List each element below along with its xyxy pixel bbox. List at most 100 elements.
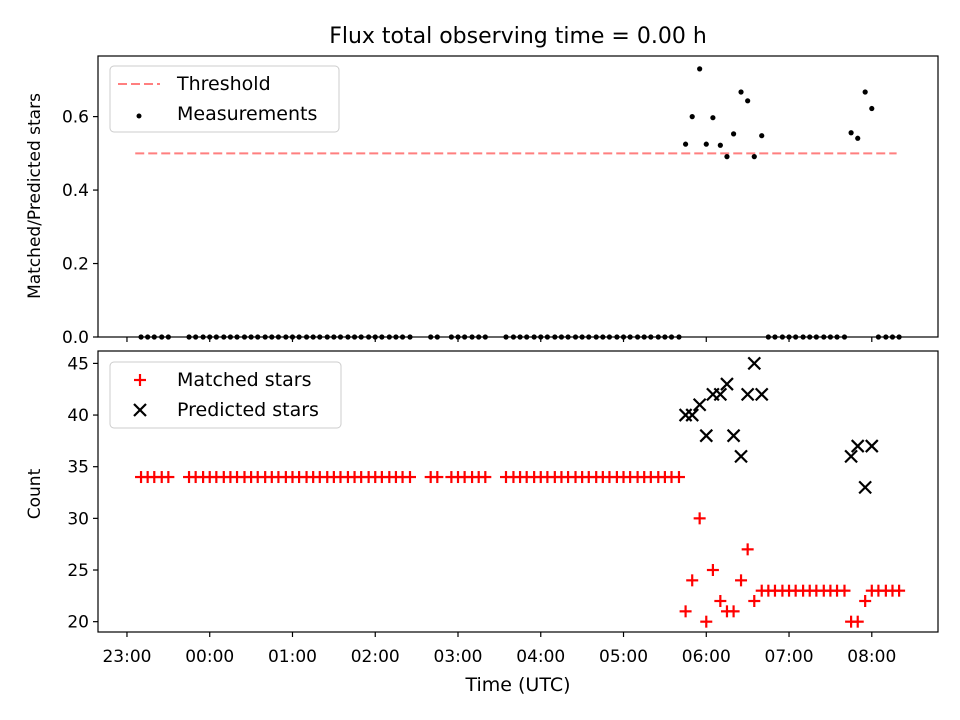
bottom-y-tick-label: 35	[67, 458, 89, 478]
measurement-point	[655, 334, 661, 340]
matched-star-point	[741, 543, 754, 556]
measurement-point	[165, 334, 171, 340]
bottom-y-tick-label: 30	[67, 509, 89, 529]
measurement-point	[538, 334, 544, 340]
predicted-star-point	[699, 428, 714, 443]
matched-stars-points	[135, 471, 906, 628]
measurement-point	[248, 334, 254, 340]
top-y-tick-label: 0.6	[62, 108, 89, 128]
measurement-point	[689, 114, 695, 120]
measurement-point	[620, 334, 627, 340]
matched-star-point	[838, 584, 851, 597]
matched-star-point	[727, 605, 740, 618]
legend-matched-label: Matched stars	[177, 369, 311, 391]
matched-star-point	[431, 471, 444, 484]
measurement-point	[255, 334, 261, 340]
bottom-y-axis-label: Count	[25, 468, 45, 519]
measurement-point	[151, 334, 157, 340]
measurement-point	[262, 334, 268, 340]
measurement-point	[544, 334, 550, 340]
matched-star-point	[748, 595, 761, 608]
legend-predicted-label: Predicted stars	[177, 399, 319, 421]
measurement-point	[476, 334, 482, 340]
bottom-legend: Matched stars Predicted stars	[109, 361, 342, 429]
measurement-point	[703, 141, 709, 147]
predicted-star-point	[713, 387, 728, 402]
measurement-point	[834, 334, 840, 340]
bottom-y-tick-label: 45	[67, 354, 89, 374]
matched-star-point	[735, 574, 748, 587]
legend-threshold-label: Threshold	[176, 73, 271, 95]
bottom-panel-frame	[97, 350, 939, 633]
measurement-point	[765, 334, 771, 340]
measurement-point	[730, 131, 737, 137]
bottom-panel: 20 25 30 35 40 45 23:00 00:00 01:00 02:00 03:00 04…	[25, 350, 939, 696]
measurement-point	[627, 334, 633, 340]
bottom-y-tick-label: 20	[67, 613, 89, 633]
measurement-point	[469, 334, 475, 340]
measurement-point	[399, 334, 406, 340]
predicted-star-point	[734, 449, 748, 464]
measurement-point	[807, 334, 813, 340]
predicted-star-point	[692, 397, 707, 412]
measurement-point	[221, 334, 227, 340]
measurement-point	[482, 334, 488, 340]
measurement-point	[234, 334, 240, 340]
measurement-point	[745, 98, 751, 104]
matched-star-point	[404, 471, 416, 484]
measurement-point	[634, 334, 641, 340]
measurement-point	[324, 334, 330, 340]
predicted-star-point	[754, 387, 769, 402]
measurement-point	[393, 334, 399, 340]
matched-star-point	[706, 564, 719, 577]
x-axis-label: Time (UTC)	[464, 674, 570, 696]
measurement-point	[862, 89, 868, 95]
matched-star-point	[672, 471, 685, 484]
legend-predicted-swatch	[133, 403, 147, 417]
measurement-point	[283, 334, 289, 340]
top-legend-box	[109, 65, 340, 133]
measurement-point	[717, 142, 723, 148]
measurement-point	[869, 105, 875, 112]
matched-star-point	[714, 595, 727, 608]
top-y-tick-label: 0.0	[62, 328, 89, 348]
predicted-star-point	[844, 449, 858, 464]
measurement-point	[724, 154, 730, 160]
measurement-point	[668, 334, 675, 340]
x-tick-label: 07:00	[765, 647, 814, 667]
measurement-point	[510, 334, 517, 340]
measurement-point	[606, 334, 613, 340]
measurement-point	[296, 334, 302, 340]
measurement-point	[345, 334, 351, 340]
matched-star-point	[893, 584, 906, 597]
predicted-star-point	[858, 480, 872, 495]
x-tick-label: 06:00	[682, 647, 731, 667]
measurement-point	[579, 334, 585, 340]
matched-star-point	[700, 615, 713, 628]
measurement-point	[241, 334, 248, 340]
measurement-point	[289, 334, 296, 340]
measurement-point	[379, 334, 385, 340]
measurement-point	[641, 334, 647, 340]
x-tick-label: 08:00	[847, 647, 896, 667]
predicted-star-point	[747, 356, 762, 371]
measurement-point	[662, 334, 668, 340]
measurement-point	[565, 334, 571, 340]
bottom-y-tick-label: 25	[67, 561, 89, 581]
measurement-point	[462, 334, 468, 340]
measurement-point	[821, 334, 827, 340]
measurement-point	[434, 334, 440, 340]
top-y-axis: 0.0 0.2 0.4 0.6	[62, 108, 98, 348]
measurement-point	[524, 334, 530, 340]
top-y-tick-label: 0.2	[62, 255, 89, 275]
predicted-star-point	[726, 428, 741, 443]
measurement-point	[558, 334, 565, 340]
measurement-point	[772, 334, 778, 340]
predicted-star-point	[740, 387, 755, 402]
legend-measurements-label: Measurements	[177, 103, 317, 125]
measurement-point	[351, 334, 358, 340]
matched-star-point	[859, 595, 872, 608]
measurement-point	[759, 133, 765, 139]
measurement-point	[145, 334, 151, 340]
predicted-star-point	[720, 377, 734, 391]
